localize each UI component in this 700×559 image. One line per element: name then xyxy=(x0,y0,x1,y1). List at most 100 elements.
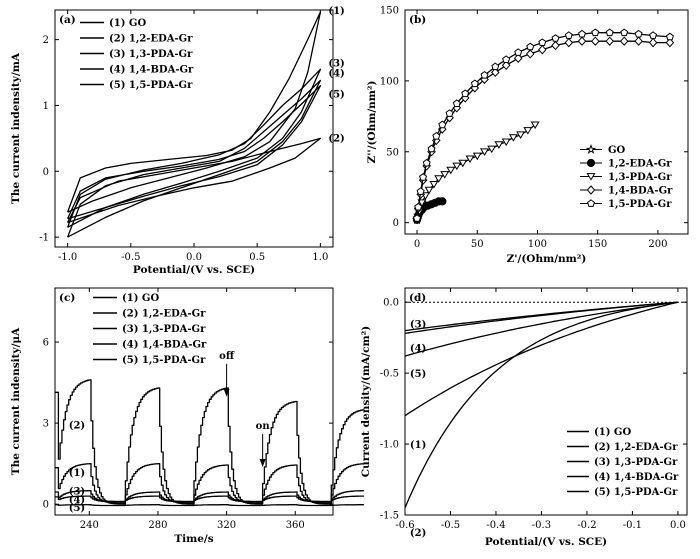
x-tick-label: 0.0 xyxy=(186,252,202,263)
legend-marker xyxy=(586,158,596,168)
polarization-curve xyxy=(404,301,678,332)
data-point xyxy=(634,29,643,38)
data-point xyxy=(649,31,658,39)
curve-label: (3) xyxy=(328,58,344,69)
data-point xyxy=(452,162,462,171)
data-point xyxy=(494,141,504,149)
cv-curve xyxy=(67,85,322,220)
x-tick-label: 0 xyxy=(414,239,420,250)
data-point xyxy=(440,171,450,179)
panel-label: (b) xyxy=(409,14,426,26)
x-tick-label: 200 xyxy=(648,239,667,250)
data-point xyxy=(605,28,614,37)
curve-label: (2) xyxy=(328,133,344,144)
x-tick-label: 0.0 xyxy=(670,520,686,531)
cv-curve xyxy=(66,11,322,213)
plot-frame xyxy=(404,287,688,516)
y-tick-label: 1 xyxy=(43,101,49,112)
x-axis-label: Time/s xyxy=(174,533,213,545)
legend-marker xyxy=(587,199,595,207)
data-point xyxy=(413,214,422,222)
y-tick-label: -1 xyxy=(39,233,49,244)
data-point xyxy=(523,127,533,135)
y-tick-label: 0 xyxy=(393,218,399,229)
annotation-text: off xyxy=(219,351,235,362)
data-point xyxy=(551,40,560,51)
data-point xyxy=(427,144,436,153)
data-point xyxy=(438,120,447,129)
data-point xyxy=(591,36,600,46)
data-point xyxy=(491,62,500,71)
legend-entry: (5) 1,5-PDA-Gr xyxy=(109,80,193,91)
legend-marker xyxy=(586,185,596,195)
legend-entry: (3) 1,3-PDA-Gr xyxy=(122,324,206,335)
y-axis-label: The current indensity/μA xyxy=(10,327,22,475)
legend-entry: (4) 1,4-BDA-Gr xyxy=(594,472,679,483)
legend-marker xyxy=(585,144,597,154)
data-point xyxy=(634,36,643,46)
data-point xyxy=(578,29,586,38)
x-tick-label: -0.5 xyxy=(441,520,460,531)
y-tick-label: -0.5 xyxy=(380,369,399,380)
data-point xyxy=(648,37,658,48)
cv-curve xyxy=(66,68,322,228)
data-point xyxy=(445,109,454,117)
data-point xyxy=(446,166,456,175)
polarization-curve xyxy=(404,301,678,509)
panel-label: (a) xyxy=(59,14,76,26)
x-tick-label: 360 xyxy=(286,520,305,531)
y-tick-label: 100 xyxy=(380,76,399,87)
x-tick-label: 320 xyxy=(217,520,236,531)
data-point xyxy=(605,36,614,46)
x-axis-label: Potential/(V vs. SCE) xyxy=(133,264,255,276)
legend-entry: (4) 1,4-BDA-Gr xyxy=(109,65,194,76)
data-point xyxy=(438,197,447,206)
legend-entry: (3) 1,3-PDA-Gr xyxy=(109,49,193,60)
polarization-curve xyxy=(404,301,678,335)
polarization-curve xyxy=(404,301,678,357)
legend-entry: (1) GO xyxy=(109,18,146,29)
data-point xyxy=(564,31,573,39)
curve-label: (1) xyxy=(69,468,85,479)
curve-label: (3) xyxy=(410,319,426,330)
curve-label: (4) xyxy=(69,495,85,506)
data-point xyxy=(530,121,540,130)
data-point xyxy=(526,42,535,51)
data-point xyxy=(665,37,675,48)
x-tick-label: -0.4 xyxy=(486,520,505,531)
y-tick-label: 0 xyxy=(43,167,49,178)
annotation-text: on xyxy=(256,421,271,432)
x-tick-label: 0.5 xyxy=(249,252,265,263)
data-point xyxy=(577,36,587,46)
legend-entry: (2) 1,2-EDA-Gr xyxy=(122,309,206,320)
panel-c-photocurrent-response: 240 280 320 360 0 3 6 Time/s The current indensi… xyxy=(10,287,365,545)
data-point xyxy=(465,155,475,164)
panel-d-polarization-curves: -0.6 -0.5 -0.4 -0.3 -0.2 -0.1 0.0 -1.5 -1.0 -0.5 0… xyxy=(360,287,688,548)
polarization-curve xyxy=(404,301,679,417)
x-axis-label: Z'/(Ohm/nm²) xyxy=(507,253,587,265)
legend-marker xyxy=(586,173,596,181)
y-tick-label: -1.0 xyxy=(380,440,399,451)
data-point xyxy=(508,134,518,142)
data-point xyxy=(429,181,439,189)
data-point xyxy=(619,36,629,46)
x-tick-label: 240 xyxy=(80,520,99,531)
y-tick-label: -1.5 xyxy=(380,511,399,522)
annotation-arrow-head xyxy=(223,388,230,397)
legend-entry: (3) 1,3-PDA-Gr xyxy=(594,457,678,468)
legend-entry: (1) GO xyxy=(594,427,631,438)
curve-label: (1) xyxy=(410,440,426,451)
x-tick-label: 280 xyxy=(148,520,167,531)
x-tick-label: -1.0 xyxy=(58,252,77,263)
y-axis-label: Z''/(Ohm/nm²) xyxy=(366,81,378,164)
data-point xyxy=(525,49,535,59)
data-point xyxy=(538,38,547,46)
cv-curve xyxy=(66,79,322,238)
curve-label: (5) xyxy=(69,503,85,514)
data-point xyxy=(501,138,511,147)
legend-entry: (5) 1,5-PDA-Gr xyxy=(594,487,678,498)
data-point xyxy=(516,131,526,139)
curve-label: (2) xyxy=(410,528,426,539)
curve-label: (4) xyxy=(410,344,426,355)
